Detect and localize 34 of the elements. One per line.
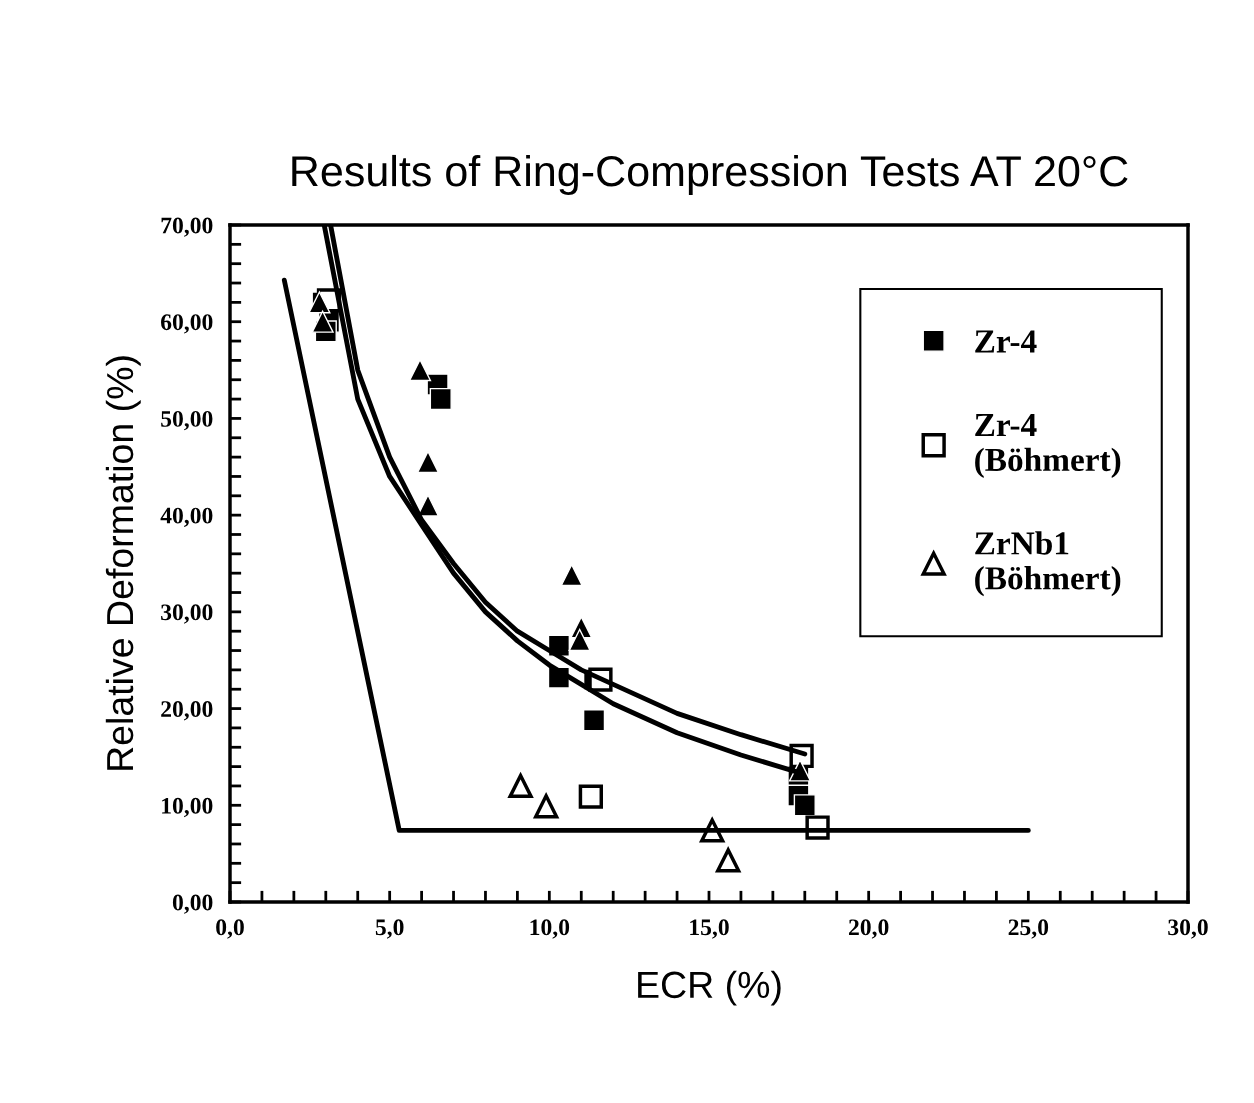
x-tick-label: 25,0 bbox=[1008, 919, 1049, 939]
point bbox=[416, 450, 440, 474]
y-tick-label: 0,00 bbox=[172, 894, 213, 914]
y-tick-label: 70,00 bbox=[161, 217, 213, 237]
y-tick-label: 60,00 bbox=[161, 314, 213, 334]
legend-label: ZrNb1 (Böhmert) bbox=[975, 531, 1121, 597]
point bbox=[578, 784, 603, 809]
point bbox=[788, 759, 812, 782]
point bbox=[408, 358, 432, 382]
y-tick-label: 40,00 bbox=[160, 507, 213, 527]
legend-label: Zr-4 bbox=[975, 330, 1037, 353]
point bbox=[793, 794, 816, 817]
chart-title: Results of Ring-Compression Tests AT 20°C bbox=[292, 154, 1128, 196]
y-tick-label: 10,00 bbox=[162, 797, 213, 818]
point bbox=[533, 794, 559, 819]
point bbox=[568, 628, 591, 652]
legend-label: Zr-4 (Böhmert) bbox=[975, 414, 1121, 478]
point bbox=[429, 387, 452, 411]
x-tick-label: 0,0 bbox=[216, 919, 244, 939]
x-tick-label: 30,0 bbox=[1168, 919, 1208, 939]
y-tick-label: 50,00 bbox=[161, 410, 213, 431]
x-tick-label: 10,0 bbox=[530, 919, 570, 939]
point bbox=[582, 709, 606, 732]
point bbox=[507, 771, 534, 799]
x-tick-label: 20,0 bbox=[849, 919, 889, 939]
x-axis-title: ECR (%) bbox=[638, 970, 781, 1006]
y-tick-label: 30,00 bbox=[161, 604, 213, 624]
point bbox=[560, 563, 583, 587]
point bbox=[716, 848, 741, 873]
y-axis-title: Relative Deformation (%) bbox=[105, 356, 141, 770]
x-tick-label: 15,0 bbox=[690, 919, 729, 939]
x-tick-label: 5,0 bbox=[375, 919, 404, 939]
point bbox=[311, 310, 334, 333]
y-tick-label: 20,00 bbox=[161, 701, 213, 721]
